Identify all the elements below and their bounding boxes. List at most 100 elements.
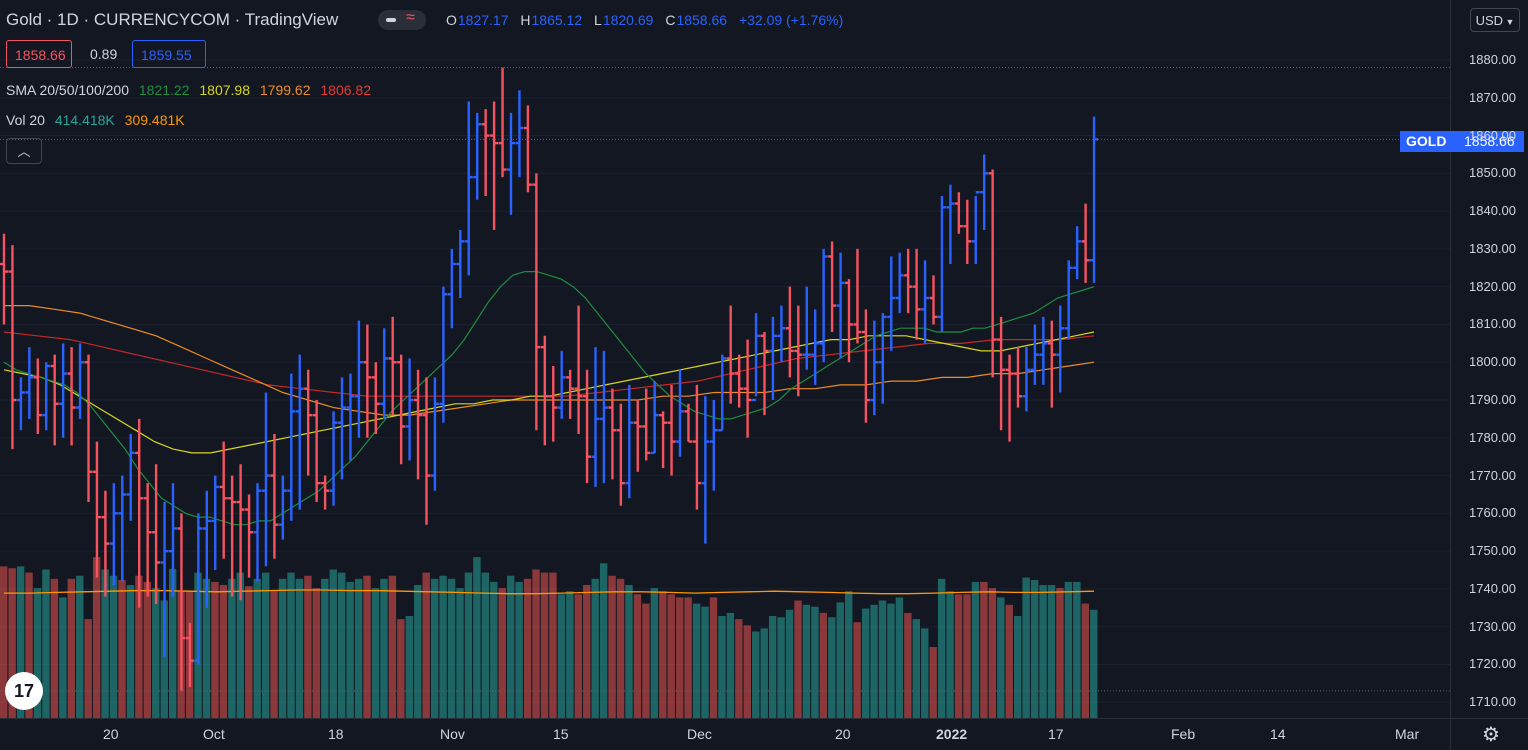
volume-bar (574, 594, 582, 718)
volume-bar (430, 578, 439, 718)
price-tick-label: 1820.00 (1469, 278, 1516, 294)
ohlc-bar (971, 191, 980, 265)
ohlc-bar (659, 411, 668, 469)
ohlc-bar (574, 305, 583, 435)
price-tick-label: 1730.00 (1469, 618, 1516, 634)
volume-bar (1073, 581, 1081, 718)
close-value: 1858.66 (676, 12, 728, 28)
ohlc-bar (616, 403, 625, 506)
ohlc-bar (371, 362, 380, 435)
ohlc-bar (160, 502, 169, 657)
ohlc-bar (557, 350, 566, 419)
volume-bar (354, 578, 363, 718)
ohlc-bar (312, 400, 321, 503)
volume-bar (16, 566, 25, 718)
time-tick-label: 20 (103, 726, 119, 742)
ohlc-bar (811, 309, 820, 385)
ohlc-bar (346, 373, 355, 461)
currency-dropdown[interactable]: USD ▼ (1470, 8, 1520, 32)
ohlc-bar (118, 475, 127, 582)
ohlc-bar (785, 286, 794, 378)
ohlc-bar (261, 392, 270, 567)
volume-ma-value: 309.481K (124, 112, 185, 128)
volume-bar (25, 572, 33, 718)
ohlc-bar (853, 248, 862, 344)
market-status-toggle[interactable]: ≈ (378, 9, 426, 30)
volume-bar (76, 575, 84, 718)
volume-bar (566, 591, 574, 718)
ohlc-bar (718, 354, 727, 432)
ohlc-bar (701, 396, 710, 544)
separator-dot: · (46, 10, 58, 29)
price-tick-label: 1710.00 (1469, 694, 1516, 710)
ohlc-bar (380, 328, 389, 419)
volume-bar (701, 606, 709, 718)
last-price-value: 1858.66 (1464, 133, 1515, 149)
ohlc-bar (819, 248, 828, 363)
ohlc-bar (321, 475, 330, 510)
ohlc-bar (735, 354, 744, 408)
ohlc-bar (1005, 354, 1014, 442)
volume-bar (591, 578, 599, 718)
volume-bar (870, 604, 878, 718)
volume-bar (633, 594, 642, 718)
gear-icon[interactable]: ⚙ (1482, 724, 1500, 746)
open-value: 1827.17 (457, 12, 509, 28)
sma-legend[interactable]: SMA 20/50/100/200 1821.22 1807.98 1799.6… (6, 82, 377, 98)
volume-bar (802, 604, 811, 718)
price-tick-label: 1780.00 (1469, 429, 1516, 445)
ohlc-bar (549, 366, 558, 442)
volume-bar (785, 609, 794, 718)
ohlc-bar (794, 305, 803, 397)
volume-bar (676, 597, 684, 718)
ohlc-bar (92, 441, 101, 578)
separator-dot: · (83, 10, 94, 29)
buy-button[interactable]: 1859.55 (132, 40, 206, 68)
ohlc-bar (388, 316, 397, 416)
volume-ma-line (4, 589, 1095, 595)
spread-value: 0.89 (90, 46, 118, 62)
ohlc-bar (1056, 305, 1065, 393)
tradingview-logo[interactable]: 17 (5, 672, 43, 710)
ohlc-bar (329, 411, 338, 506)
symbol-title[interactable]: Gold · 1D · CURRENCYCOM · TradingView (6, 10, 338, 30)
sma200-value: 1806.82 (320, 82, 371, 98)
price-tick-label: 1770.00 (1469, 467, 1516, 483)
ohlc-bar (861, 309, 870, 423)
collapse-legend-button[interactable]: ︿ (6, 138, 42, 164)
ohlc-bar (625, 384, 634, 499)
volume-bar (278, 578, 287, 718)
volume-bar (109, 575, 118, 718)
ohlc-bar (566, 369, 575, 419)
volume-bar (346, 581, 354, 718)
ohlc-bar (354, 320, 363, 438)
sma200-series (3, 331, 1095, 397)
ohlc-bar (515, 90, 524, 178)
volume-bar (202, 578, 211, 718)
volume-bar (270, 591, 278, 718)
volume-bar (67, 578, 75, 718)
ohlc-bar (473, 112, 482, 200)
ohlc-bar (988, 169, 997, 378)
ohlc-bar (768, 316, 777, 401)
low-value: 1820.69 (602, 12, 654, 28)
sma50-value: 1807.98 (199, 82, 250, 98)
ohlc-bar (1090, 116, 1099, 283)
price-tick-label: 1840.00 (1469, 203, 1516, 219)
price-tick-label: 1860.00 (1469, 127, 1516, 143)
ohlc-bar (591, 347, 600, 487)
sell-button[interactable]: 1858.66 (6, 40, 72, 68)
volume-bar (642, 603, 650, 718)
volume-legend[interactable]: Vol 20 414.418K 309.481K (6, 112, 191, 128)
volume-bar (836, 602, 844, 718)
volume-bar (811, 606, 819, 718)
ohlc-bar (67, 347, 76, 446)
volume-bar (971, 581, 980, 718)
volume-bar (549, 572, 557, 718)
price-tick-label: 1790.00 (1469, 392, 1516, 408)
volume-bar (845, 591, 853, 718)
volume-bar (42, 569, 50, 718)
volume-bar (650, 588, 659, 718)
ohlc-bar (109, 483, 118, 586)
